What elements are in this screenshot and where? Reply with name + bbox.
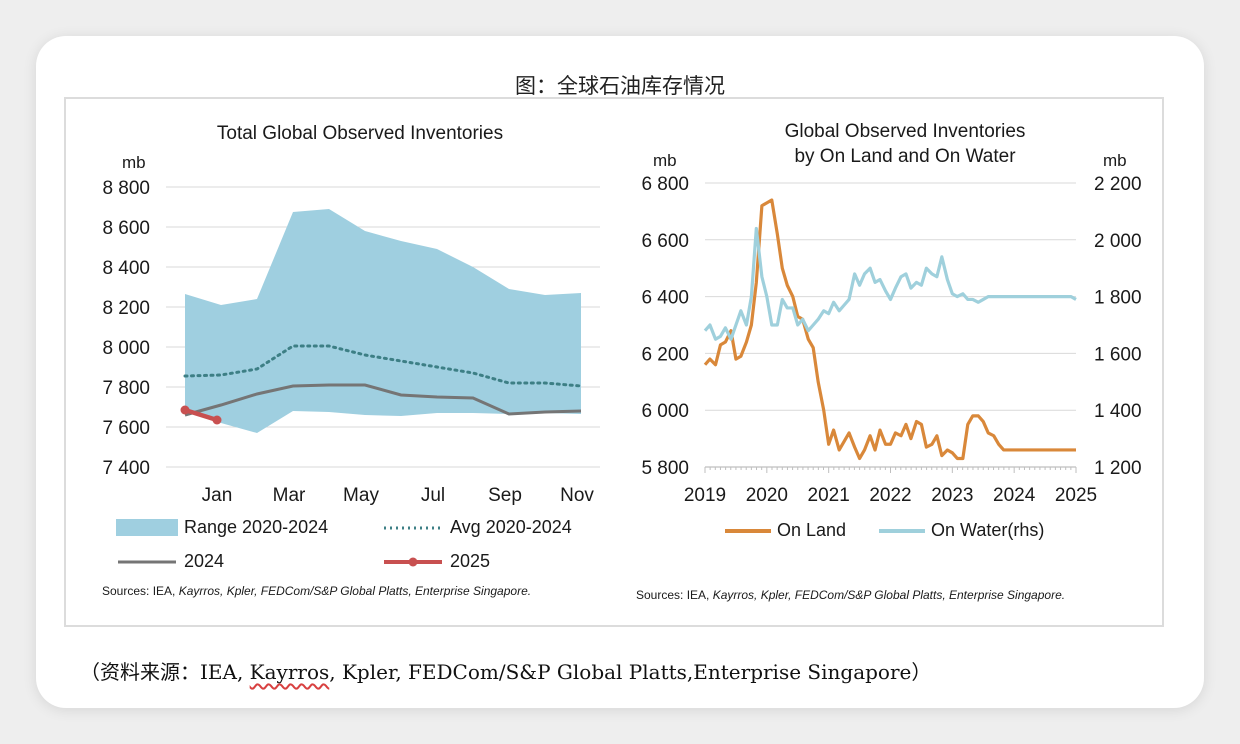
point-2025: [180, 405, 190, 415]
right-y-tick-left: 6 000: [641, 401, 689, 422]
legend-avg-swatch: [384, 526, 442, 529]
legend-on-land-swatch: [725, 528, 771, 533]
on-water-line: [703, 226, 1077, 341]
left-y-tick-label: 8 000: [102, 338, 150, 359]
right-y-tick-right: 2 200: [1094, 174, 1142, 195]
right-chart-title-line1: Global Observed Inventories: [784, 121, 1026, 142]
chart-frame: [64, 97, 1164, 627]
right-chart-title-line2: by On Land and On Water: [794, 146, 1016, 167]
right-y-tick-right: 1 400: [1094, 401, 1142, 422]
legend-2024-label: 2024: [184, 551, 225, 571]
legend-on-land: On Land: [723, 520, 846, 541]
line-2025: [184, 407, 218, 423]
right-x-tick-label: 2020: [746, 485, 788, 506]
left-sources-prefix: Sources: IEA,: [102, 584, 179, 598]
right-y-tick-right: 1 600: [1094, 344, 1142, 365]
legend-on-water-swatch: [879, 528, 925, 533]
right-y-tick-left: 6 600: [641, 231, 689, 252]
legend-2024-swatch: [118, 560, 176, 563]
left-x-tick-label: Sep: [488, 485, 522, 506]
legend-range-label: Range 2020-2024: [184, 517, 329, 537]
footer-prefix: （资料来源：IEA,: [80, 660, 250, 684]
right-x-tick-label: 2024: [993, 485, 1036, 506]
left-y-tick-label: 8 200: [102, 298, 150, 319]
left-chart-title: Total Global Observed Inventories: [216, 123, 504, 144]
left-y-tick-label: 7 600: [102, 418, 150, 439]
right-x-tick-label: 2019: [684, 485, 726, 506]
legend-avg-label: Avg 2020-2024: [450, 517, 572, 537]
right-y-tick-right: 1 800: [1094, 288, 1142, 309]
left-sources: Sources: IEA, Kayrros, Kpler, FEDCom/S&P…: [102, 584, 531, 598]
right-y-tick-left: 6 800: [641, 174, 689, 195]
left-x-tick-label: Jan: [202, 485, 233, 506]
left-x-tick-label: Mar: [273, 485, 306, 506]
right-y-unit-right: mb: [1103, 151, 1127, 170]
right-x-tick-label: 2025: [1055, 485, 1097, 506]
legend-avg: Avg 2020-2024: [382, 517, 572, 538]
legend-2025-label: 2025: [450, 551, 491, 571]
figure-title: 图：全球石油库存情况: [515, 74, 725, 98]
legend-on-water: On Water(rhs): [877, 520, 1044, 541]
left-x-tick-label: May: [343, 485, 379, 506]
right-y-tick-left: 5 800: [641, 458, 689, 479]
footer-underlined: Kayrros: [249, 660, 330, 684]
right-x-tick-label: 2021: [808, 485, 850, 506]
point-2025: [212, 415, 222, 425]
footer-source: （资料来源：IEA, Kayrros, Kpler, FEDCom/S&P Gl…: [80, 656, 931, 685]
left-y-unit: mb: [122, 153, 146, 172]
left-y-tick-label: 8 800: [102, 178, 150, 199]
right-x-tick-label: 2023: [931, 485, 973, 506]
left-x-tick-label: Nov: [560, 485, 594, 506]
right-chart-title: Global Observed Inventories by On Land a…: [700, 119, 1110, 169]
on-land-line: [703, 198, 1076, 461]
line-2024: [184, 383, 582, 417]
legend-2024: 2024: [116, 551, 224, 572]
left-y-tick-label: 7 800: [102, 378, 150, 399]
right-y-tick-right: 2 000: [1094, 231, 1142, 252]
legend-range: Range 2020-2024: [116, 517, 328, 538]
right-sources: Sources: IEA, Kayrros, Kpler, FEDCom/S&P…: [636, 588, 1065, 602]
left-sources-italic: Kayrros, Kpler, FEDCom/S&P Global Platts…: [178, 584, 532, 598]
left-y-tick-label: 7 400: [102, 458, 150, 479]
right-y-tick-left: 6 400: [641, 288, 689, 309]
legend-range-swatch: [116, 519, 178, 536]
right-sources-prefix: Sources: IEA,: [636, 588, 713, 602]
legend-on-water-label: On Water(rhs): [931, 520, 1045, 540]
footer-suffix: , Kpler, FEDCom/S&P Global Platts,Enterp…: [329, 660, 932, 684]
right-y-tick-left: 6 200: [641, 344, 689, 365]
right-y-unit-left: mb: [653, 151, 677, 170]
legend-2025: 2025: [382, 551, 490, 572]
right-sources-italic: Kayrros, Kpler, FEDCom/S&P Global Platts…: [712, 588, 1066, 602]
right-y-tick-right: 1 200: [1094, 458, 1142, 479]
left-y-tick-label: 8 600: [102, 218, 150, 239]
avg-line: [183, 344, 583, 388]
right-x-tick-label: 2022: [869, 485, 911, 506]
left-y-tick-label: 8 400: [102, 258, 150, 279]
left-x-tick-label: Jul: [421, 485, 445, 506]
legend-2025-swatch: [384, 557, 442, 566]
legend-on-land-label: On Land: [777, 520, 847, 540]
